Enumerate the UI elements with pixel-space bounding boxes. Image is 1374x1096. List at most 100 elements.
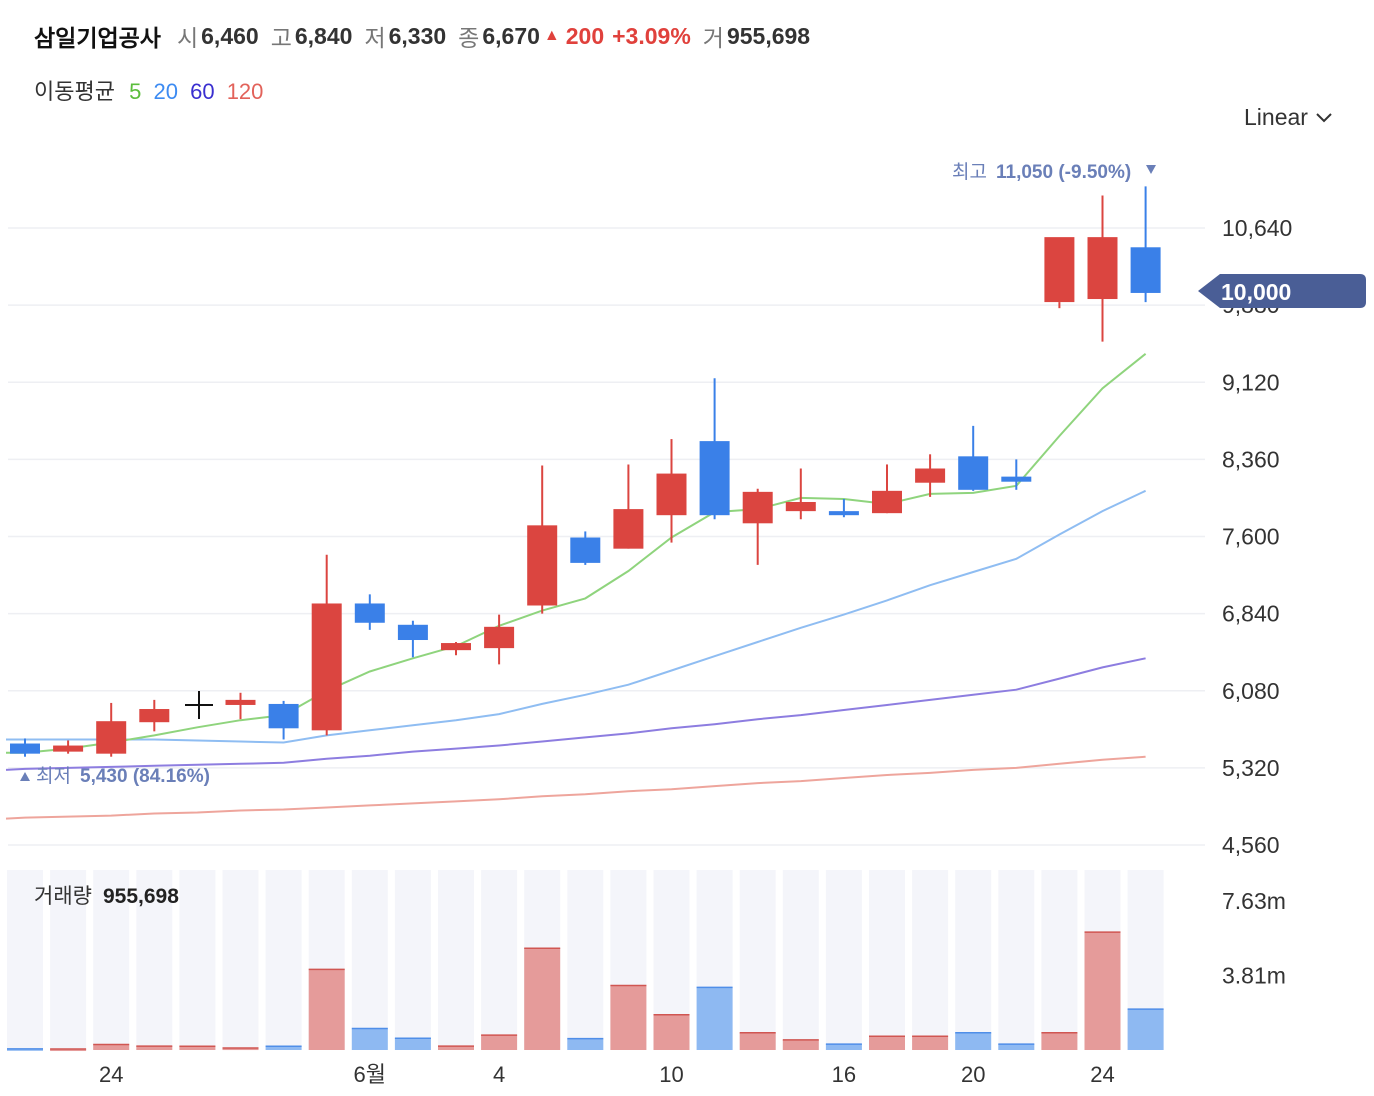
volume-bar-fill <box>912 1036 949 1050</box>
ma-legend-title: 이동평균 <box>34 79 115 104</box>
candle <box>1044 237 1075 309</box>
candle-body <box>139 709 170 723</box>
volume-column-bg <box>136 870 173 1050</box>
x-tick-label: 4 <box>493 1062 505 1087</box>
candle-body <box>10 743 40 754</box>
volume-bar-fill <box>394 1038 431 1050</box>
ma-period-120[interactable]: 120 <box>226 79 264 104</box>
ma-period-20[interactable]: 20 <box>153 79 178 104</box>
candle-body <box>699 441 730 516</box>
volume-bar-fill <box>179 1046 216 1050</box>
candle <box>225 692 256 720</box>
candle-body <box>1044 237 1075 303</box>
volume-bar <box>1127 1008 1164 1050</box>
volume-bar-fill <box>782 1039 819 1050</box>
low-label: 저 <box>364 25 386 51</box>
volume-bar <box>265 1045 302 1050</box>
volume-bar-fill <box>696 987 733 1050</box>
high-value: 6,840 <box>294 22 353 49</box>
volume-bar <box>739 1032 776 1050</box>
x-tick-label: 20 <box>961 1062 985 1087</box>
candle <box>311 554 342 736</box>
down-triangle-icon <box>1146 165 1156 174</box>
volume-bar-fill <box>524 948 561 1050</box>
volume-bar <box>567 1037 604 1050</box>
candle-body <box>441 643 471 651</box>
volume-bar-fill <box>1041 1032 1078 1050</box>
candle-body <box>225 699 256 705</box>
candle <box>958 425 989 491</box>
ma-period-5[interactable]: 5 <box>129 79 142 104</box>
high-label: 고 <box>270 25 292 51</box>
volume-column-bg <box>222 870 259 1050</box>
volume-bar <box>308 968 345 1050</box>
candle-body <box>354 603 385 623</box>
volume-title: 거래량 <box>34 885 92 908</box>
candle-body <box>311 603 342 731</box>
candle <box>699 378 730 520</box>
ma120-line <box>5 755 1146 820</box>
volume-column-bg <box>351 870 388 1050</box>
candle <box>872 464 902 514</box>
moving-average-legend[interactable]: 이동평균 5 20 60 120 <box>34 74 269 106</box>
candle-body <box>570 537 601 563</box>
volume-bar <box>481 1034 518 1050</box>
price-summary-header: 삼일기업공사 시 6,460 고 6,840 저 6,330 종 6,670 ▲… <box>34 18 822 54</box>
candle-body <box>397 624 428 641</box>
candle <box>1130 186 1161 303</box>
volume-column-bg <box>567 870 604 1050</box>
volume-bar <box>438 1045 474 1050</box>
volume-bar-fill <box>93 1044 130 1050</box>
x-tick-label: 24 <box>99 1062 123 1087</box>
volume-column-bg <box>7 870 43 1050</box>
stock-name: 삼일기업공사 <box>34 25 161 51</box>
volume-column-bg <box>955 870 992 1050</box>
open-label: 시 <box>176 25 199 51</box>
high-annotation-value: 11,050 (-9.50%) <box>996 162 1131 183</box>
scale-dropdown-value: Linear <box>1244 104 1308 130</box>
volume-bar <box>222 1047 259 1051</box>
volume-bar-fill <box>308 969 345 1050</box>
candle <box>656 439 687 543</box>
volume-value: 955,698 <box>103 885 179 908</box>
volume-bar-fill <box>438 1046 474 1050</box>
candle <box>1001 459 1032 490</box>
volume-column-bg <box>93 870 130 1050</box>
y-tick-label: 9,120 <box>1222 369 1280 395</box>
low-annotation-label: 최저 <box>36 765 71 787</box>
volume-bar-fill <box>1084 932 1121 1050</box>
candle <box>828 498 859 518</box>
candle-body <box>872 490 902 514</box>
volume-bar-fill <box>653 1014 690 1050</box>
volume-bar <box>394 1037 431 1050</box>
volume-bar-fill <box>481 1035 518 1050</box>
volume-column-bg <box>394 870 431 1050</box>
volume-bar-fill <box>351 1028 388 1050</box>
volume-bar-fill <box>7 1048 43 1051</box>
ma-period-60[interactable]: 60 <box>190 79 215 104</box>
chevron-down-icon <box>1316 112 1332 122</box>
close-label: 종 <box>458 25 480 51</box>
x-tick-label: 16 <box>832 1062 856 1087</box>
volume-bar-fill <box>265 1046 302 1050</box>
volume-column-bg <box>912 870 949 1050</box>
x-tick-label: 10 <box>659 1062 683 1087</box>
up-triangle-icon: ▲ <box>543 27 560 44</box>
volume-bar <box>351 1027 388 1050</box>
candle <box>785 468 816 520</box>
ma60-line <box>5 657 1146 771</box>
volume-bar <box>610 984 647 1050</box>
crosshair-cursor-icon <box>185 691 213 719</box>
y-tick-label: 7,600 <box>1222 524 1280 550</box>
volume-column-bg <box>265 870 302 1050</box>
candle <box>397 620 428 658</box>
open-value: 6,460 <box>201 22 259 49</box>
volume-bar <box>782 1039 819 1050</box>
volume-bar <box>179 1045 216 1050</box>
low-value: 6,330 <box>388 22 447 49</box>
candle-body <box>742 491 773 524</box>
scale-dropdown[interactable]: Linear <box>1244 104 1332 131</box>
volume-bar-fill <box>825 1044 862 1050</box>
volume-y-tick-label: 3.81m <box>1222 962 1286 988</box>
